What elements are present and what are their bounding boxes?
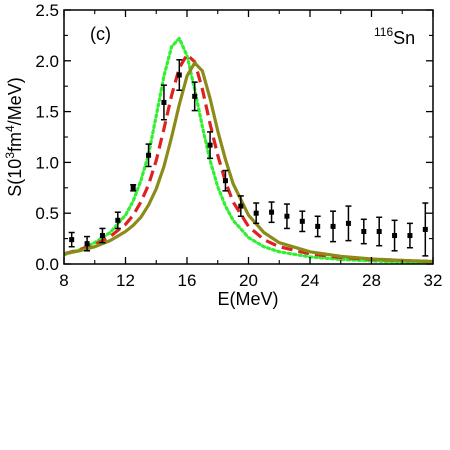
panel-label: (c) xyxy=(90,24,111,44)
data-point xyxy=(84,241,90,247)
x-tick-label: 8 xyxy=(59,271,68,290)
x-tick-label: 24 xyxy=(301,271,320,290)
y-axis-title-exp1: 3 xyxy=(3,152,17,159)
data-point xyxy=(146,152,152,158)
y-axis-title-mid: fm xyxy=(5,132,25,152)
plot-frame xyxy=(63,9,434,265)
y-axis-title-base: S(10 xyxy=(5,159,25,197)
x-tick-label: 28 xyxy=(362,271,381,290)
x-tick-label: 12 xyxy=(116,271,135,290)
data-point xyxy=(361,228,367,234)
nucleus-symbol: Sn xyxy=(393,28,415,48)
data-point xyxy=(222,178,228,184)
data-point xyxy=(330,223,336,229)
x-axis-title: E(MeV) xyxy=(217,289,278,309)
y-axis-title: S(103fm4/MeV) xyxy=(3,77,25,196)
tick-labels: 8 12 16 20 24 28 32 0.0 0.5 1.0 1.5 2.0 2.5 xyxy=(35,1,442,290)
y-tick-label: 0.0 xyxy=(35,255,59,274)
y-tick-label: 2.5 xyxy=(35,1,59,20)
nucleus-label: 116Sn xyxy=(374,25,415,48)
data-point xyxy=(407,233,413,239)
y-tick-label: 1.0 xyxy=(35,153,59,172)
x-tick-label: 16 xyxy=(178,271,197,290)
data-point xyxy=(99,233,105,239)
data-point xyxy=(192,93,198,99)
y-axis-title-tail: /MeV) xyxy=(5,77,25,125)
x-tick-label: 32 xyxy=(424,271,443,290)
data-point xyxy=(299,218,305,224)
data-point xyxy=(392,233,398,239)
series-line-solid xyxy=(64,61,433,264)
data-point xyxy=(253,210,259,216)
data-point xyxy=(115,217,121,223)
data-point xyxy=(176,72,182,78)
data-point xyxy=(161,99,167,105)
nucleus-mass: 116 xyxy=(374,25,393,39)
plot-content xyxy=(64,36,433,264)
data-point xyxy=(422,226,428,232)
data-point xyxy=(238,203,244,209)
data-point xyxy=(284,213,290,219)
y-tick-label: 1.5 xyxy=(35,103,59,122)
y-axis-title-exp2: 4 xyxy=(3,125,17,132)
data-point xyxy=(269,209,275,215)
y-tick-label: 2.0 xyxy=(35,52,59,71)
data-point xyxy=(130,185,136,191)
data-point xyxy=(315,223,321,229)
data-point xyxy=(69,237,75,243)
y-tick-label: 0.5 xyxy=(35,204,59,223)
data-point xyxy=(376,228,382,234)
data-point xyxy=(345,220,351,226)
x-tick-label: 20 xyxy=(239,271,258,290)
data-point xyxy=(207,142,213,148)
